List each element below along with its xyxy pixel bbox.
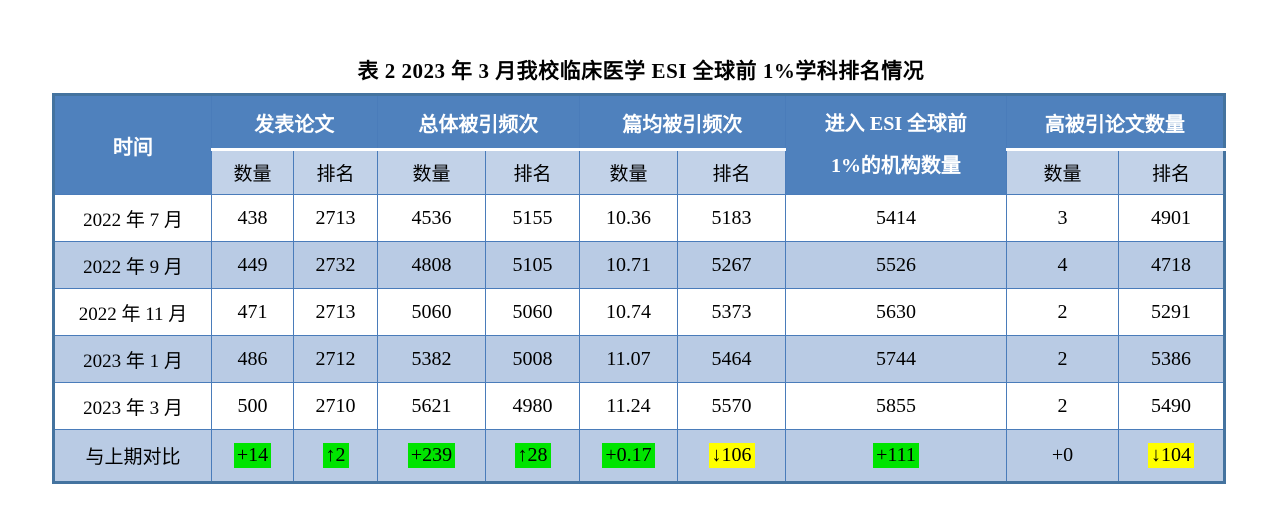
cell-delta: ↑2 <box>293 429 378 483</box>
cell-time: 2022 年 11 月 <box>53 288 212 336</box>
header-row-groups: 时间 发表论文 总体被引频次 篇均被引频次 进入 ESI 全球前 1%的机构数量… <box>53 94 1225 195</box>
table-row: 2022 年 7 月 438 2713 4536 5155 10.36 5183… <box>53 194 1225 242</box>
cell-value: 10.36 <box>579 194 678 242</box>
cell-value: 5373 <box>677 288 786 336</box>
cell-value: 5570 <box>677 382 786 430</box>
cell-value: 10.71 <box>579 241 678 289</box>
cell-value: 5267 <box>677 241 786 289</box>
delta-badge: ↑28 <box>514 443 551 468</box>
cell-value: 5382 <box>377 335 486 383</box>
header-row-subcolumns: 数量 排名 数量 排名 数量 排名 数量 排名 <box>54 149 1225 195</box>
cell-delta: ↓106 <box>677 429 786 483</box>
cell-time: 2022 年 7 月 <box>53 194 212 242</box>
cell-value: 5414 <box>785 194 1007 242</box>
cell-value: 486 <box>211 335 294 383</box>
cell-value: 2710 <box>293 382 378 430</box>
cell-value: 4808 <box>377 241 486 289</box>
subheader-perpaper-quantity: 数量 <box>579 149 678 195</box>
cell-value: 5060 <box>377 288 486 336</box>
comparison-row: 与上期对比 +14 ↑2 +239 ↑28 +0.17 ↓106 +111 +0… <box>53 429 1225 483</box>
cell-value: 4980 <box>485 382 580 430</box>
cell-delta: ↑28 <box>485 429 580 483</box>
cell-value: 5291 <box>1118 288 1225 336</box>
cell-value: 5105 <box>485 241 580 289</box>
cell-value: 5464 <box>677 335 786 383</box>
cell-value: 2 <box>1006 335 1119 383</box>
table-row: 2023 年 1 月 486 2712 5382 5008 11.07 5464… <box>53 335 1225 383</box>
header-total-citations: 总体被引频次 <box>377 94 580 151</box>
header-esi-line1: 进入 ESI 全球前 <box>824 113 968 135</box>
delta-badge: +239 <box>407 443 456 468</box>
delta-badge: ↓106 <box>708 443 755 468</box>
delta-badge: ↓104 <box>1148 443 1194 468</box>
cell-value: 4 <box>1006 241 1119 289</box>
subheader-total-quantity: 数量 <box>377 149 486 195</box>
cell-value: 5008 <box>485 335 580 383</box>
cell-value: 5490 <box>1118 382 1225 430</box>
cell-value: 438 <box>211 194 294 242</box>
delta-badge: +14 <box>233 443 272 468</box>
header-time: 时间 <box>53 94 212 195</box>
cell-value: 500 <box>211 382 294 430</box>
cell-value: 5630 <box>785 288 1007 336</box>
cell-value: 5621 <box>377 382 486 430</box>
cell-delta: +239 <box>377 429 486 483</box>
header-esi-top1pct-institutions: 进入 ESI 全球前 1%的机构数量 <box>785 94 1007 195</box>
cell-delta: ↓104 <box>1118 429 1225 483</box>
cell-delta: +0 <box>1006 429 1119 483</box>
cell-value: 2713 <box>293 288 378 336</box>
cell-value: 5060 <box>485 288 580 336</box>
table-row: 2022 年 11 月 471 2713 5060 5060 10.74 537… <box>53 288 1225 336</box>
cell-value: 10.74 <box>579 288 678 336</box>
cell-delta: +0.17 <box>579 429 678 483</box>
cell-value: 5855 <box>785 382 1007 430</box>
cell-value: 449 <box>211 241 294 289</box>
subheader-total-rank: 排名 <box>485 149 580 195</box>
cell-comparison-label: 与上期对比 <box>53 429 212 483</box>
cell-value: 3 <box>1006 194 1119 242</box>
delta-badge: +0.17 <box>602 443 655 468</box>
subheader-published-quantity: 数量 <box>211 149 294 195</box>
table-row: 2023 年 3 月 500 2710 5621 4980 11.24 5570… <box>53 382 1225 430</box>
cell-value: 11.24 <box>579 382 678 430</box>
cell-time: 2023 年 1 月 <box>53 335 212 383</box>
cell-value: 2 <box>1006 288 1119 336</box>
table-title: 表 2 2023 年 3 月我校临床医学 ESI 全球前 1%学科排名情况 <box>357 59 925 83</box>
cell-value: 471 <box>211 288 294 336</box>
cell-time: 2023 年 3 月 <box>53 382 212 430</box>
cell-value: 4718 <box>1118 241 1225 289</box>
cell-value: 5183 <box>677 194 786 242</box>
cell-value: 2712 <box>293 335 378 383</box>
delta-badge: +0 <box>1051 444 1074 466</box>
cell-time: 2022 年 9 月 <box>53 241 212 289</box>
subheader-highlycited-rank: 排名 <box>1118 149 1225 195</box>
header-citations-per-paper: 篇均被引频次 <box>579 94 786 151</box>
header-esi-line2: 1%的机构数量 <box>831 155 961 177</box>
cell-value: 5386 <box>1118 335 1225 383</box>
table-row: 2022 年 9 月 449 2732 4808 5105 10.71 5267… <box>53 241 1225 289</box>
cell-value: 5744 <box>785 335 1007 383</box>
header-highly-cited-papers: 高被引论文数量 <box>1006 94 1225 151</box>
cell-value: 4536 <box>377 194 486 242</box>
cell-value: 4901 <box>1118 194 1225 242</box>
cell-value: 2713 <box>293 194 378 242</box>
delta-badge: ↑2 <box>322 443 349 468</box>
cell-value: 5155 <box>485 194 580 242</box>
cell-value: 2732 <box>293 241 378 289</box>
cell-value: 2 <box>1006 382 1119 430</box>
subheader-highlycited-quantity: 数量 <box>1006 149 1119 195</box>
delta-badge: +111 <box>873 443 919 468</box>
subheader-published-rank: 排名 <box>293 149 378 195</box>
cell-delta: +14 <box>211 429 294 483</box>
subheader-perpaper-rank: 排名 <box>677 149 786 195</box>
cell-value: 5526 <box>785 241 1007 289</box>
header-published-papers: 发表论文 <box>211 94 378 151</box>
cell-delta: +111 <box>785 429 1007 483</box>
cell-value: 11.07 <box>579 335 678 383</box>
esi-ranking-table: 时间 发表论文 总体被引频次 篇均被引频次 进入 ESI 全球前 1%的机构数量… <box>52 93 1226 484</box>
